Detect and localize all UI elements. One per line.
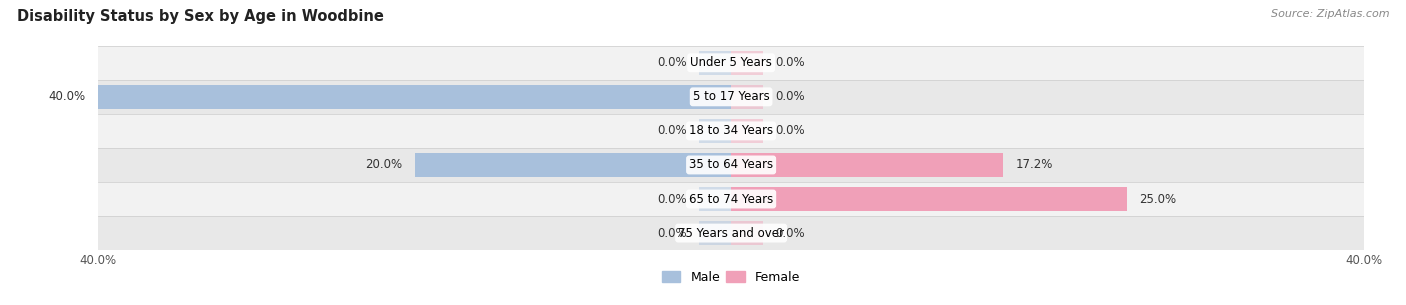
Bar: [699, 51, 731, 75]
Text: 0.0%: 0.0%: [657, 192, 686, 206]
Bar: [98, 85, 731, 109]
Text: 0.0%: 0.0%: [657, 124, 686, 137]
Text: 0.0%: 0.0%: [657, 227, 686, 239]
Text: 0.0%: 0.0%: [657, 56, 686, 69]
Text: 0.0%: 0.0%: [776, 227, 806, 239]
Bar: [731, 221, 762, 245]
Bar: [98, 148, 1364, 182]
Bar: [731, 51, 762, 75]
Text: 18 to 34 Years: 18 to 34 Years: [689, 124, 773, 137]
Bar: [98, 216, 1364, 250]
Text: 0.0%: 0.0%: [776, 90, 806, 103]
Bar: [98, 182, 1364, 216]
Bar: [98, 46, 1364, 80]
Bar: [731, 85, 762, 109]
Text: 0.0%: 0.0%: [776, 56, 806, 69]
Text: Source: ZipAtlas.com: Source: ZipAtlas.com: [1271, 9, 1389, 19]
Legend: Male, Female: Male, Female: [657, 266, 806, 289]
Bar: [731, 119, 762, 143]
Text: Disability Status by Sex by Age in Woodbine: Disability Status by Sex by Age in Woodb…: [17, 9, 384, 24]
Text: Under 5 Years: Under 5 Years: [690, 56, 772, 69]
Bar: [98, 80, 1364, 114]
Bar: [731, 153, 1002, 177]
Text: 65 to 74 Years: 65 to 74 Years: [689, 192, 773, 206]
Bar: [699, 221, 731, 245]
Bar: [415, 153, 731, 177]
Text: 20.0%: 20.0%: [366, 159, 402, 171]
Text: 35 to 64 Years: 35 to 64 Years: [689, 159, 773, 171]
Bar: [699, 187, 731, 211]
Text: 40.0%: 40.0%: [49, 90, 86, 103]
Bar: [98, 114, 1364, 148]
Bar: [731, 187, 1126, 211]
Text: 17.2%: 17.2%: [1015, 159, 1053, 171]
Text: 75 Years and over: 75 Years and over: [678, 227, 785, 239]
Text: 25.0%: 25.0%: [1139, 192, 1177, 206]
Text: 0.0%: 0.0%: [776, 124, 806, 137]
Text: 5 to 17 Years: 5 to 17 Years: [693, 90, 769, 103]
Bar: [699, 119, 731, 143]
